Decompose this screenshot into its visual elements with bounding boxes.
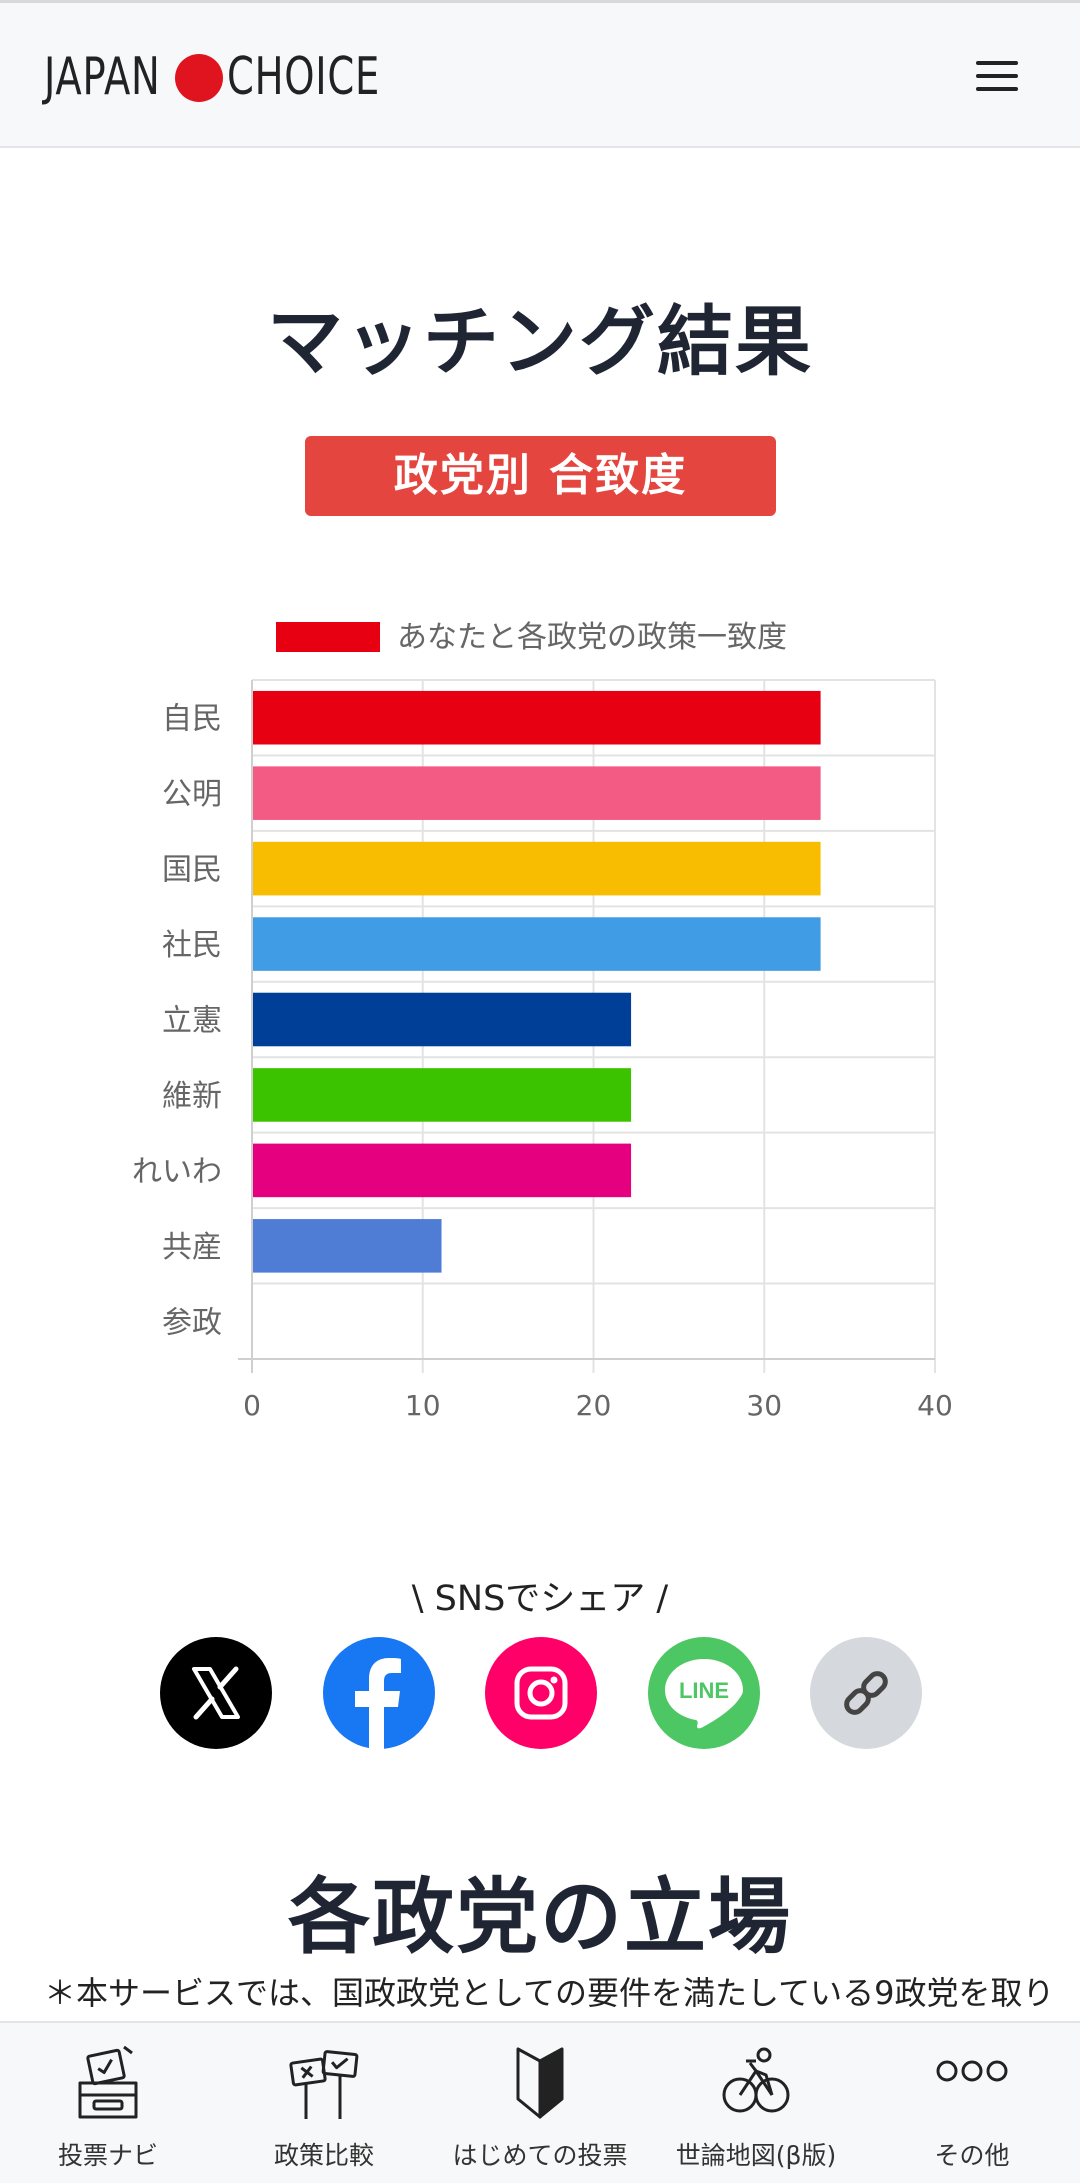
bottom-nav: 投票ナビ 政策比較 はじめての投票 <box>0 2021 1080 2183</box>
sns-share-row: LINE <box>0 1637 1080 1749</box>
page-title: マッチング結果 <box>267 297 813 386</box>
logo-red-dot <box>175 54 223 102</box>
top-divider <box>0 0 1080 3</box>
logo-text-japan: JAPAN <box>44 47 161 107</box>
share-instagram-button[interactable] <box>485 1637 597 1749</box>
category-label: 社民 <box>162 928 222 963</box>
nav-opinion-map[interactable]: 世論地図(β版) <box>648 2023 864 2183</box>
opinion-map-icon <box>722 2047 790 2113</box>
section-note: ＊本サービスでは、国政政党としての要件を満たしている9政党を取り <box>44 1974 1055 2012</box>
bar-3 <box>253 841 821 896</box>
nav-label: 投票ナビ <box>57 2141 158 2170</box>
bar-6 <box>253 1068 632 1122</box>
legend-swatch <box>276 622 380 652</box>
link-icon <box>844 1671 888 1715</box>
hamburger-line <box>976 87 1018 91</box>
facebook-icon <box>355 1658 401 1749</box>
instagram-icon <box>514 1666 568 1720</box>
nav-vote-navi[interactable]: 投票ナビ <box>0 2023 216 2183</box>
x-tick-label: 10 <box>405 1389 441 1422</box>
line-icon: LINE <box>665 1659 743 1729</box>
category-label: れいわ <box>132 1154 222 1189</box>
section-title-party-positions: 各政党の立場 <box>287 1870 792 1965</box>
share-facebook-button[interactable] <box>323 1637 435 1749</box>
hamburger-line <box>976 74 1018 78</box>
bar-4 <box>253 917 821 971</box>
category-label: 公明 <box>162 777 222 812</box>
svg-text:LINE: LINE <box>679 1678 729 1703</box>
match-chart: あなたと各政党の政策一致度自民公明国民社民立憲維新れいわ共産参政 0 10 20 30 4… <box>0 600 1080 1440</box>
nav-label: 世論地図(β版) <box>675 2141 837 2170</box>
bar-1 <box>253 690 821 745</box>
ballot-box-icon <box>78 2045 138 2119</box>
x-tick-label: 20 <box>576 1389 612 1422</box>
nav-label: はじめての投票 <box>452 2141 628 2170</box>
nav-first-vote[interactable]: はじめての投票 <box>432 2023 648 2183</box>
x-tick-label: 30 <box>746 1389 782 1422</box>
x-tick-label: 0 <box>243 1389 261 1422</box>
nav-label: その他 <box>934 2141 1010 2170</box>
share-x-button[interactable] <box>160 1637 272 1749</box>
hamburger-icon[interactable] <box>972 55 1022 99</box>
bar-2 <box>253 766 821 820</box>
category-label: 自民 <box>162 702 222 737</box>
bar-8 <box>253 1219 442 1273</box>
copy-link-button[interactable] <box>810 1637 922 1749</box>
header: JAPAN CHOICE <box>0 3 1080 148</box>
category-label: 参政 <box>162 1305 222 1340</box>
category-label: 国民 <box>162 853 222 888</box>
logo-text-choice: CHOICE <box>227 47 381 107</box>
more-icon <box>936 2060 1008 2082</box>
sns-title: \ SNSでシェア / <box>411 1579 669 1619</box>
legend-label: あなたと各政党の政策一致度 <box>397 620 787 655</box>
bar-7 <box>253 1143 632 1198</box>
share-line-button[interactable]: LINE <box>648 1637 760 1749</box>
beginner-mark-icon <box>516 2047 564 2119</box>
category-label: 維新 <box>162 1079 222 1114</box>
x-icon <box>192 1666 240 1720</box>
result-badge: 政党別 合致度 <box>305 436 776 516</box>
bar-5 <box>253 992 632 1047</box>
category-label: 立憲 <box>162 1004 222 1039</box>
category-label: 共産 <box>162 1230 222 1265</box>
policy-compare-icon <box>289 2050 359 2119</box>
nav-other[interactable]: その他 <box>864 2023 1080 2183</box>
nav-label: 政策比較 <box>273 2141 374 2170</box>
x-tick-label: 40 <box>917 1389 953 1422</box>
hamburger-line <box>976 61 1018 65</box>
nav-policy-compare[interactable]: 政策比較 <box>216 2023 432 2183</box>
